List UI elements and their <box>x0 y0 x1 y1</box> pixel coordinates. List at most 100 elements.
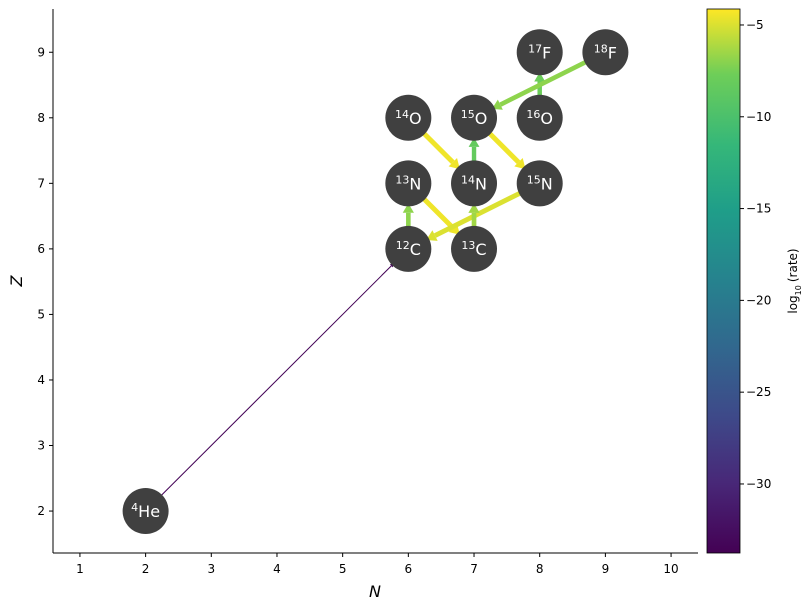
node-element: O <box>540 109 553 128</box>
node-mass: 14 <box>461 173 475 186</box>
node-circle <box>451 225 498 272</box>
node-circle <box>516 94 563 141</box>
edge-head <box>534 72 546 82</box>
node-element: C <box>475 240 486 259</box>
x-tick-label: 1 <box>76 562 84 576</box>
node: 15N <box>516 160 563 207</box>
x-tick-label: 2 <box>142 562 150 576</box>
edge <box>468 137 480 162</box>
edge-head <box>402 203 414 213</box>
node-circle <box>516 160 563 207</box>
colorbar-tick-label: −25 <box>746 385 771 399</box>
node-label: 4He <box>131 501 160 521</box>
colorbar-tick-label: −30 <box>746 477 771 491</box>
y-tick-label: 2 <box>37 504 45 518</box>
node-label: 16O <box>526 108 553 128</box>
node: 16O <box>516 94 563 141</box>
edge-line <box>422 197 455 230</box>
node-label: 18F <box>594 42 617 62</box>
node-element: He <box>138 502 160 521</box>
node-circle <box>122 488 169 535</box>
x-tick-label: 4 <box>273 562 281 576</box>
node-mass: 17 <box>528 42 542 55</box>
node-mass: 15 <box>461 108 475 121</box>
node: 12C <box>385 225 432 272</box>
y-axis-label: Z <box>7 274 26 287</box>
node-mass: 13 <box>395 173 409 186</box>
colorbar-tick-label: −15 <box>746 202 771 216</box>
node: 13C <box>451 225 498 272</box>
node-circle <box>385 160 432 207</box>
edge-head <box>491 99 503 110</box>
node-label: 14O <box>395 108 422 128</box>
colorbar-tick-label: −5 <box>746 18 764 32</box>
node-label: 13C <box>461 239 486 259</box>
node-element: N <box>475 174 487 193</box>
edge-line <box>422 131 455 164</box>
node-label: 17F <box>528 42 551 62</box>
colorbar-tick-label: −10 <box>746 110 771 124</box>
node-label: 14N <box>461 173 487 193</box>
edge-line <box>160 265 392 496</box>
node-circle <box>582 29 629 76</box>
node-element: N <box>541 174 553 193</box>
node-element: O <box>475 109 488 128</box>
node-element: F <box>608 43 617 62</box>
colorbar-label-part: 10 <box>794 285 803 295</box>
edge <box>491 60 587 110</box>
node: 13N <box>385 160 432 207</box>
node-label: 12C <box>396 239 421 259</box>
x-tick-label: 6 <box>405 562 413 576</box>
x-tick-label: 8 <box>536 562 544 576</box>
y-tick-label: 6 <box>37 242 45 256</box>
y-tick-label: 7 <box>37 176 45 190</box>
colorbar-label-part: (rate) <box>786 248 800 282</box>
node-label: 13N <box>395 173 421 193</box>
node: 14N <box>451 160 498 207</box>
x-tick-label: 3 <box>207 562 215 576</box>
node-mass: 13 <box>461 239 475 252</box>
node-mass: 14 <box>395 108 409 121</box>
x-tick-label: 10 <box>663 562 678 576</box>
edge-line <box>433 190 522 238</box>
node-circle <box>516 29 563 76</box>
y-tick-label: 5 <box>37 307 45 321</box>
node: 17F <box>516 29 563 76</box>
colorbar <box>706 8 741 554</box>
edge <box>422 197 460 235</box>
colorbar-label: log10 (rate) <box>786 248 803 313</box>
edge-head <box>468 203 480 213</box>
y-tick-label: 3 <box>37 439 45 453</box>
node: 18F <box>582 29 629 76</box>
edge <box>422 131 460 170</box>
node-mass: 12 <box>396 239 410 252</box>
node-mass: 15 <box>527 173 541 186</box>
node-circle <box>451 94 498 141</box>
edge <box>487 131 526 170</box>
node: 15O <box>451 94 498 141</box>
edge <box>160 263 395 496</box>
node-element: N <box>409 174 421 193</box>
edge-head <box>448 157 460 170</box>
edge <box>402 203 414 227</box>
colorbar-tick-label: −20 <box>746 293 771 307</box>
node-label: 15O <box>461 108 488 128</box>
node-element: C <box>410 240 421 259</box>
edge-head <box>468 137 480 147</box>
node: 14O <box>385 94 432 141</box>
node-element: F <box>542 43 551 62</box>
node-mass: 4 <box>131 501 138 514</box>
edge-line <box>499 60 587 107</box>
y-tick-label: 4 <box>37 373 45 387</box>
node-mass: 16 <box>526 108 540 121</box>
node-circle <box>451 160 498 207</box>
node-element: O <box>409 109 422 128</box>
x-axis-label: N <box>369 582 381 601</box>
edge <box>468 203 480 227</box>
node-mass: 18 <box>594 42 608 55</box>
x-tick-label: 5 <box>339 562 347 576</box>
x-tick-label: 9 <box>602 562 610 576</box>
y-tick-label: 9 <box>37 45 45 59</box>
edge <box>426 190 522 241</box>
